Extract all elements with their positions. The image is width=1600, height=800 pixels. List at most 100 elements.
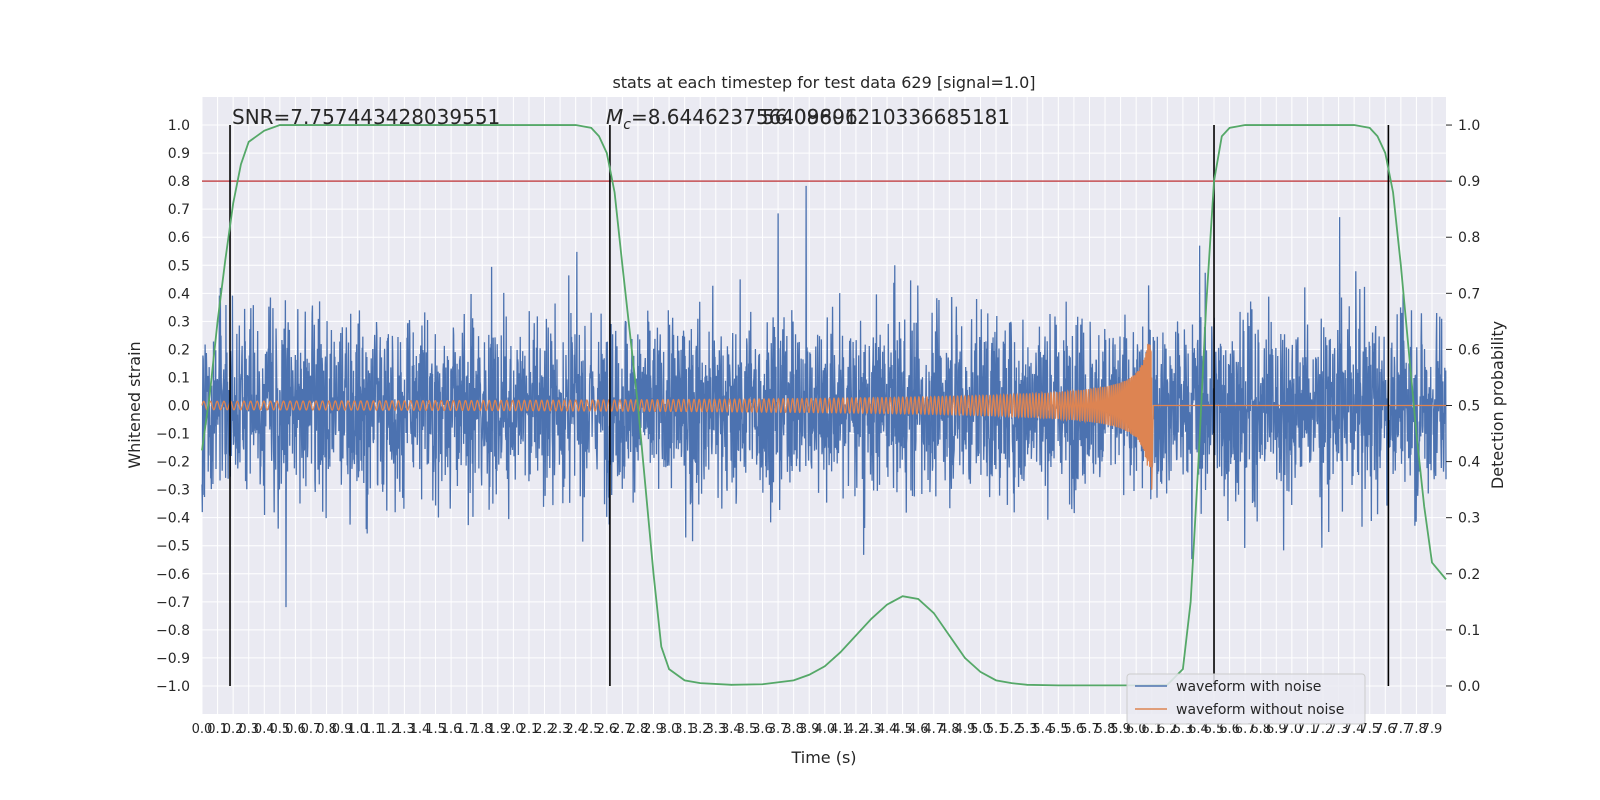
x-tick-label: 7.3: [1328, 722, 1349, 737]
x-tick-label: 5.4: [1032, 722, 1053, 737]
x-tick-label: 7.8: [1406, 722, 1427, 737]
y-tick-label-right: 0.6: [1458, 342, 1480, 358]
probability-series: [201, 124, 1447, 687]
x-tick-label: 3.1: [674, 722, 695, 737]
x-tick-label: 5.2: [1001, 722, 1022, 737]
x-tick-label: 2.1: [519, 722, 540, 737]
x-tick-label: 1.6: [441, 722, 462, 737]
x-tick-label: 3.5: [737, 722, 758, 737]
y-tick-label-left: 0.0: [168, 399, 190, 415]
y-tick-label-left: −0.2: [156, 455, 190, 471]
x-tick-label: 4.3: [861, 722, 882, 737]
x-tick-label: 3.8: [783, 722, 804, 737]
x-tick-label: 4.9: [955, 722, 976, 737]
x-tick-label: 3.9: [799, 722, 820, 737]
y-tick-label-left: −0.8: [156, 623, 190, 639]
x-tick-label: 0.8: [316, 722, 337, 737]
x-tick-label: 7.5: [1359, 722, 1380, 737]
x-tick-label: 6.4: [1188, 722, 1209, 737]
x-tick-label: 7.9: [1422, 722, 1443, 737]
legend-box: [1126, 673, 1366, 725]
x-tick-label: 0.5: [270, 722, 291, 737]
x-tick-label: 4.7: [923, 722, 944, 737]
mc-annotation: Mc=8.644623756409896: [606, 105, 858, 133]
y-tick-label-left: −0.6: [156, 567, 190, 583]
x-tick-label: 5.1: [986, 722, 1007, 737]
y-tick-label-left: −0.4: [156, 511, 190, 527]
x-tick-label: 6.9: [1266, 722, 1287, 737]
snr-annotation: SNR=7.757443428039551: [232, 105, 500, 129]
y-tick-label-left: 0.7: [168, 202, 190, 218]
y-tick-label-right: 0.0: [1458, 679, 1480, 695]
x-tick-label: 4.6: [908, 722, 929, 737]
y-axis-label-left: Whitened strain: [125, 341, 144, 468]
x-tick-label: 2.3: [550, 722, 571, 737]
x-tick-label: 5.3: [1017, 722, 1038, 737]
y-tick-label-left: 0.1: [168, 370, 190, 386]
y-tick-label-left: 0.9: [168, 146, 190, 162]
y-tick-label-left: −0.3: [156, 483, 190, 499]
noise-series: [201, 185, 1447, 608]
clean-waveform: [201, 343, 1446, 490]
mc-subscript: c: [623, 117, 631, 133]
x-tick-label: 2.9: [643, 722, 664, 737]
x-tick-label: 0.1: [207, 722, 228, 737]
x-tick-label: 1.4: [410, 722, 431, 737]
x-tick-label: 4.0: [814, 722, 835, 737]
overlap-annotation: 56.08601210336685181: [762, 105, 1010, 129]
x-tick-label: 4.4: [877, 722, 898, 737]
y-tick-label-left: 0.3: [168, 314, 190, 330]
y-axis-label-right: Detection probability: [1488, 321, 1507, 489]
y-tick-label-right: 1.0: [1458, 118, 1480, 134]
x-tick-label: 5.0: [970, 722, 991, 737]
y-tick-label-left: −0.5: [156, 539, 190, 555]
x-tick-label: 4.8: [939, 722, 960, 737]
x-tick-label: 1.1: [363, 722, 384, 737]
y-tick-label-left: 1.0: [168, 118, 190, 134]
x-tick-label: 4.1: [830, 722, 851, 737]
x-tick-label: 7.4: [1344, 722, 1365, 737]
y-tick-label-right: 0.5: [1458, 399, 1480, 415]
x-tick-label: 0.9: [332, 722, 353, 737]
x-tick-label: 3.4: [721, 722, 742, 737]
x-tick-label: 6.2: [1157, 722, 1178, 737]
x-tick-label: 0.7: [301, 722, 322, 737]
mc-value: =8.644623756409896: [631, 105, 858, 129]
x-tick-label: 0.3: [238, 722, 259, 737]
x-tick-label: 5.9: [1110, 722, 1131, 737]
y-tick-label-right: 0.8: [1458, 230, 1480, 246]
x-tick-label: 7.6: [1375, 722, 1396, 737]
y-tick-label-left: 0.5: [168, 258, 190, 274]
chart-title: stats at each timestep for test data 629…: [612, 73, 1035, 92]
x-tick-label: 3.2: [690, 722, 711, 737]
y-tick-label-left: 0.2: [168, 342, 190, 358]
x-tick-label: 6.7: [1235, 722, 1256, 737]
y-tick-label-right: 0.3: [1458, 511, 1480, 527]
y-ticks-left: −1.0 −0.9 −0.8 −0.7 −0.6 −0.5 −0.4 −0.3 −0.2 −0.1…: [156, 118, 190, 695]
x-tick-label: 6.5: [1204, 722, 1225, 737]
x-tick-label: 7.1: [1297, 722, 1318, 737]
legend: waveform with noise waveform without noi…: [1126, 673, 1366, 725]
y-tick-label-left: 0.4: [168, 286, 190, 302]
x-tick-label: 3.0: [659, 722, 680, 737]
x-tick-label: 1.3: [394, 722, 415, 737]
noise-waveform: [201, 185, 1447, 608]
y-tick-label-right: 0.4: [1458, 455, 1480, 471]
y-ticks-right: 0.0 0.1 0.2 0.3 0.4 0.5 0.6 0.7 0.8 0.9 1.0: [1446, 118, 1480, 695]
x-tick-label: 1.0: [347, 722, 368, 737]
x-tick-label: 2.0: [503, 722, 524, 737]
x-tick-label: 4.5: [892, 722, 913, 737]
x-tick-label: 3.6: [752, 722, 773, 737]
x-tick-label: 5.7: [1079, 722, 1100, 737]
x-tick-label: 0.0: [192, 722, 213, 737]
x-tick-label: 7.2: [1313, 722, 1334, 737]
x-tick-label: 4.2: [846, 722, 867, 737]
mc-symbol: M: [606, 105, 623, 129]
x-tick-label: 5.5: [1048, 722, 1069, 737]
probability-line: [201, 124, 1447, 687]
y-tick-label-left: −0.9: [156, 651, 190, 667]
x-tick-label: 1.5: [425, 722, 446, 737]
x-tick-label: 2.2: [534, 722, 555, 737]
x-tick-label: 7.7: [1391, 722, 1412, 737]
x-tick-label: 0.4: [254, 722, 275, 737]
